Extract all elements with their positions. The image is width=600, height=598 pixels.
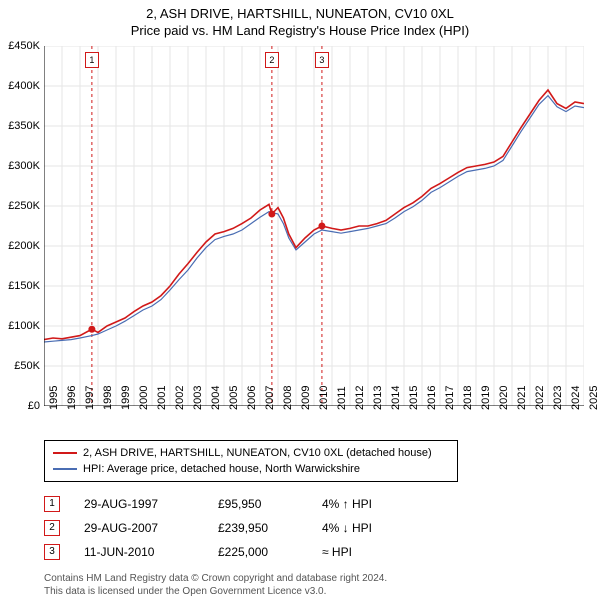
legend-row: 2, ASH DRIVE, HARTSHILL, NUNEATON, CV10 … bbox=[53, 445, 449, 461]
chart-area: £0£50K£100K£150K£200K£250K£300K£350K£400… bbox=[44, 46, 584, 406]
x-tick-label: 2000 bbox=[138, 386, 150, 410]
y-tick-label: £50K bbox=[14, 360, 40, 372]
x-tick-label: 2021 bbox=[516, 386, 528, 410]
event-row: 3 11-JUN-2010 £225,000 ≈ HPI bbox=[44, 540, 600, 564]
x-tick-label: 1997 bbox=[84, 386, 96, 410]
x-tick-label: 2005 bbox=[228, 386, 240, 410]
legend-swatch bbox=[53, 452, 77, 454]
chart-container: 2, ASH DRIVE, HARTSHILL, NUNEATON, CV10 … bbox=[0, 0, 600, 598]
title-subtitle: Price paid vs. HM Land Registry's House … bbox=[0, 23, 600, 38]
event-date: 11-JUN-2010 bbox=[84, 540, 194, 564]
y-tick-label: £0 bbox=[28, 400, 40, 412]
y-tick-label: £200K bbox=[8, 240, 40, 252]
x-tick-label: 2014 bbox=[390, 386, 402, 410]
footnote-line: This data is licensed under the Open Gov… bbox=[44, 585, 600, 598]
event-marker: 3 bbox=[44, 544, 60, 560]
y-tick-label: £450K bbox=[8, 40, 40, 52]
x-tick-label: 2004 bbox=[210, 386, 222, 410]
title-address: 2, ASH DRIVE, HARTSHILL, NUNEATON, CV10 … bbox=[0, 6, 600, 21]
legend-row: HPI: Average price, detached house, Nort… bbox=[53, 461, 449, 477]
callout-marker: 1 bbox=[85, 52, 99, 68]
x-tick-label: 2002 bbox=[174, 386, 186, 410]
event-price: £239,950 bbox=[218, 516, 298, 540]
legend-label: 2, ASH DRIVE, HARTSHILL, NUNEATON, CV10 … bbox=[83, 445, 432, 461]
x-tick-label: 2017 bbox=[444, 386, 456, 410]
legend: 2, ASH DRIVE, HARTSHILL, NUNEATON, CV10 … bbox=[44, 440, 458, 482]
x-tick-label: 2016 bbox=[426, 386, 438, 410]
y-tick-label: £250K bbox=[8, 200, 40, 212]
x-tick-label: 2023 bbox=[552, 386, 564, 410]
event-date: 29-AUG-2007 bbox=[84, 516, 194, 540]
x-tick-label: 2007 bbox=[264, 386, 276, 410]
y-tick-label: £100K bbox=[8, 320, 40, 332]
event-desc: 4% ↓ HPI bbox=[322, 516, 372, 540]
x-tick-label: 2025 bbox=[588, 386, 600, 410]
event-row: 2 29-AUG-2007 £239,950 4% ↓ HPI bbox=[44, 516, 600, 540]
events-table: 1 29-AUG-1997 £95,950 4% ↑ HPI 2 29-AUG-2007 £… bbox=[44, 492, 600, 564]
x-tick-label: 1995 bbox=[48, 386, 60, 410]
legend-swatch bbox=[53, 468, 77, 470]
x-tick-label: 2020 bbox=[498, 386, 510, 410]
x-tick-label: 1998 bbox=[102, 386, 114, 410]
event-row: 1 29-AUG-1997 £95,950 4% ↑ HPI bbox=[44, 492, 600, 516]
x-tick-label: 2015 bbox=[408, 386, 420, 410]
callout-marker: 3 bbox=[315, 52, 329, 68]
y-tick-label: £150K bbox=[8, 280, 40, 292]
x-tick-label: 2022 bbox=[534, 386, 546, 410]
x-tick-label: 2013 bbox=[372, 386, 384, 410]
event-price: £95,950 bbox=[218, 492, 298, 516]
footnote-line: Contains HM Land Registry data © Crown c… bbox=[44, 572, 600, 585]
x-tick-label: 1996 bbox=[66, 386, 78, 410]
x-tick-label: 1999 bbox=[120, 386, 132, 410]
x-tick-label: 2008 bbox=[282, 386, 294, 410]
title-block: 2, ASH DRIVE, HARTSHILL, NUNEATON, CV10 … bbox=[0, 0, 600, 38]
event-marker: 1 bbox=[44, 496, 60, 512]
x-tick-label: 2024 bbox=[570, 386, 582, 410]
x-tick-label: 2018 bbox=[462, 386, 474, 410]
x-tick-label: 2009 bbox=[300, 386, 312, 410]
legend-label: HPI: Average price, detached house, Nort… bbox=[83, 461, 360, 477]
x-tick-label: 2010 bbox=[318, 386, 330, 410]
event-marker: 2 bbox=[44, 520, 60, 536]
x-tick-label: 2012 bbox=[354, 386, 366, 410]
footnote: Contains HM Land Registry data © Crown c… bbox=[44, 572, 600, 598]
x-tick-label: 2001 bbox=[156, 386, 168, 410]
x-tick-label: 2003 bbox=[192, 386, 204, 410]
y-tick-label: £300K bbox=[8, 160, 40, 172]
chart-svg bbox=[44, 46, 584, 406]
event-desc: ≈ HPI bbox=[322, 540, 352, 564]
y-tick-label: £350K bbox=[8, 120, 40, 132]
x-tick-label: 2006 bbox=[246, 386, 258, 410]
x-tick-label: 2011 bbox=[336, 386, 348, 410]
event-desc: 4% ↑ HPI bbox=[322, 492, 372, 516]
x-tick-label: 2019 bbox=[480, 386, 492, 410]
callout-marker: 2 bbox=[265, 52, 279, 68]
event-date: 29-AUG-1997 bbox=[84, 492, 194, 516]
event-price: £225,000 bbox=[218, 540, 298, 564]
y-tick-label: £400K bbox=[8, 80, 40, 92]
